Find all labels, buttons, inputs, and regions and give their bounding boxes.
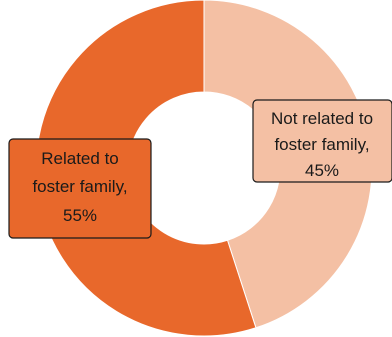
slice-label-related: Related to foster family, 55% xyxy=(8,138,152,239)
label-line: foster family, xyxy=(274,135,369,154)
label-line: 55% xyxy=(63,206,97,225)
label-box xyxy=(252,99,392,183)
label-line: foster family, xyxy=(32,177,127,196)
slice-label-not-related: Not related to foster family, 45% xyxy=(252,99,392,183)
label-line: Related to xyxy=(41,149,119,168)
label-line: 45% xyxy=(305,161,339,180)
label-box xyxy=(8,138,152,239)
label-line: Not related to xyxy=(271,109,373,128)
